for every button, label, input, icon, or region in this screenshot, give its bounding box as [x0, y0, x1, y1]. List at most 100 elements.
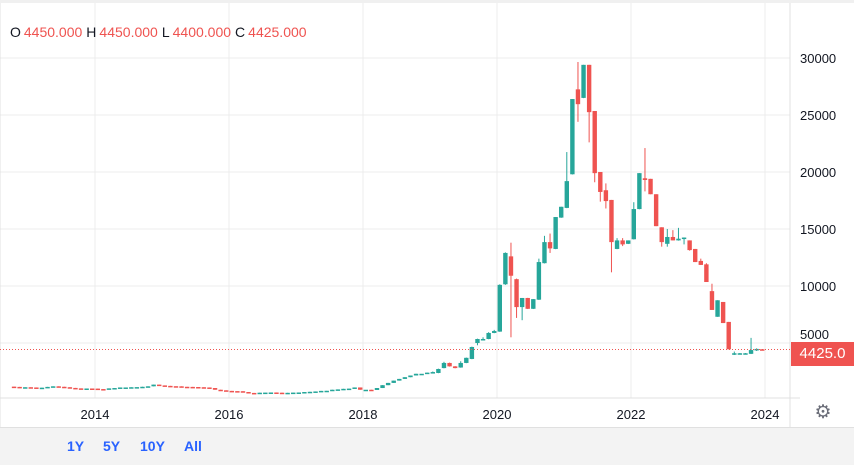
candle-down — [709, 291, 715, 310]
candle-up — [330, 389, 335, 392]
candle-up — [23, 387, 28, 389]
candle-up — [45, 386, 50, 389]
x-tick-label: 2022 — [617, 407, 646, 422]
candle-up — [408, 375, 413, 378]
candle-up — [385, 382, 391, 386]
candle-up — [335, 389, 341, 391]
y-tick-label: 25000 — [800, 108, 836, 123]
candle-up — [380, 385, 385, 389]
x-tick-label: 2020 — [483, 407, 512, 422]
candle-up — [631, 209, 636, 240]
candle-up — [363, 389, 368, 392]
candle-down — [67, 387, 73, 389]
candle-up — [581, 64, 586, 98]
candle-up — [464, 357, 469, 363]
range-1y-button[interactable]: 1Y — [67, 438, 85, 454]
candle-down — [693, 248, 698, 263]
candle-up — [296, 392, 301, 394]
candle-up — [140, 386, 145, 389]
candle-down — [235, 391, 240, 393]
low-label: L — [161, 24, 170, 40]
candle-down — [648, 178, 653, 195]
candle-up — [564, 181, 569, 208]
candle-down — [609, 199, 614, 243]
candle-up — [50, 386, 56, 388]
open-label: O — [10, 24, 21, 40]
candle-up — [134, 387, 140, 389]
candle-up — [732, 353, 737, 355]
candle-up — [257, 392, 262, 395]
candle-up — [324, 390, 329, 393]
candle-down — [56, 386, 61, 388]
candle-down — [207, 387, 212, 389]
candle-down — [726, 321, 731, 350]
candle-up — [486, 332, 491, 340]
candle-up — [397, 378, 402, 381]
candle-down — [514, 279, 519, 308]
y-tick-label: 20000 — [800, 165, 836, 180]
candle-down — [11, 386, 17, 389]
candle-down — [642, 178, 648, 180]
candle-up — [352, 387, 357, 389]
candle-up — [425, 372, 430, 375]
candle-up — [117, 387, 123, 389]
candle-up — [458, 362, 463, 368]
candle-up — [469, 346, 475, 359]
candle-up — [559, 206, 564, 218]
candle-up — [302, 392, 307, 394]
candle-down — [704, 264, 709, 283]
high-value: 4450.000 — [99, 24, 158, 40]
candle-up — [497, 284, 502, 332]
candle-down — [229, 390, 234, 393]
candle-down — [598, 172, 603, 192]
range-10y-button[interactable]: 10Y — [140, 438, 165, 454]
y-tick-label: 30000 — [800, 51, 836, 66]
candle-down — [279, 392, 285, 395]
candle-down — [212, 388, 218, 390]
candle-up — [39, 387, 45, 390]
range-all-button[interactable]: All — [184, 438, 202, 454]
gear-icon[interactable]: ⚙ — [814, 402, 832, 423]
candle-up — [737, 353, 743, 355]
candle-up — [313, 391, 318, 393]
candle-up — [145, 386, 151, 388]
candle-down — [720, 301, 726, 324]
candle-up — [441, 362, 447, 369]
low-value: 4400.000 — [172, 24, 232, 40]
candle-down — [90, 388, 95, 390]
y-tick-label: 10000 — [800, 279, 836, 294]
candle-down — [179, 386, 184, 388]
open-value: 4450.000 — [23, 24, 83, 40]
candle-up — [681, 237, 687, 240]
candle-up — [285, 392, 290, 395]
candle-down — [525, 297, 530, 309]
range-5y-button[interactable]: 5Y — [103, 438, 121, 454]
candle-down — [162, 385, 167, 387]
candle-up — [374, 388, 380, 390]
candle-up — [419, 373, 424, 376]
candle-down — [28, 387, 33, 389]
candle-up — [318, 390, 324, 393]
candle-down — [358, 387, 363, 390]
range-footer: 1Y 5Y 10Y All — [0, 427, 854, 465]
x-tick-label: 2016 — [215, 407, 244, 422]
candle-down — [184, 386, 190, 389]
candle-down — [274, 392, 279, 394]
candle-up — [430, 372, 435, 374]
candle-down — [586, 64, 592, 113]
candle-up — [492, 331, 497, 333]
x-tick-label: 2014 — [81, 407, 110, 422]
candle-up — [570, 99, 575, 175]
candle-down — [603, 190, 609, 202]
candle-up — [637, 173, 642, 210]
price-chart[interactable]: 5000 10000 15000 20000 25000 30000 2014 2016 201… — [0, 0, 854, 427]
candle-down — [659, 227, 664, 243]
candle-down — [34, 387, 39, 389]
candle-up — [413, 373, 419, 376]
candle-down — [698, 260, 703, 265]
candle-up — [263, 392, 268, 395]
candle-up — [129, 387, 134, 389]
candle-up — [123, 387, 128, 389]
candle-up — [436, 368, 441, 373]
candle-up — [291, 392, 296, 395]
